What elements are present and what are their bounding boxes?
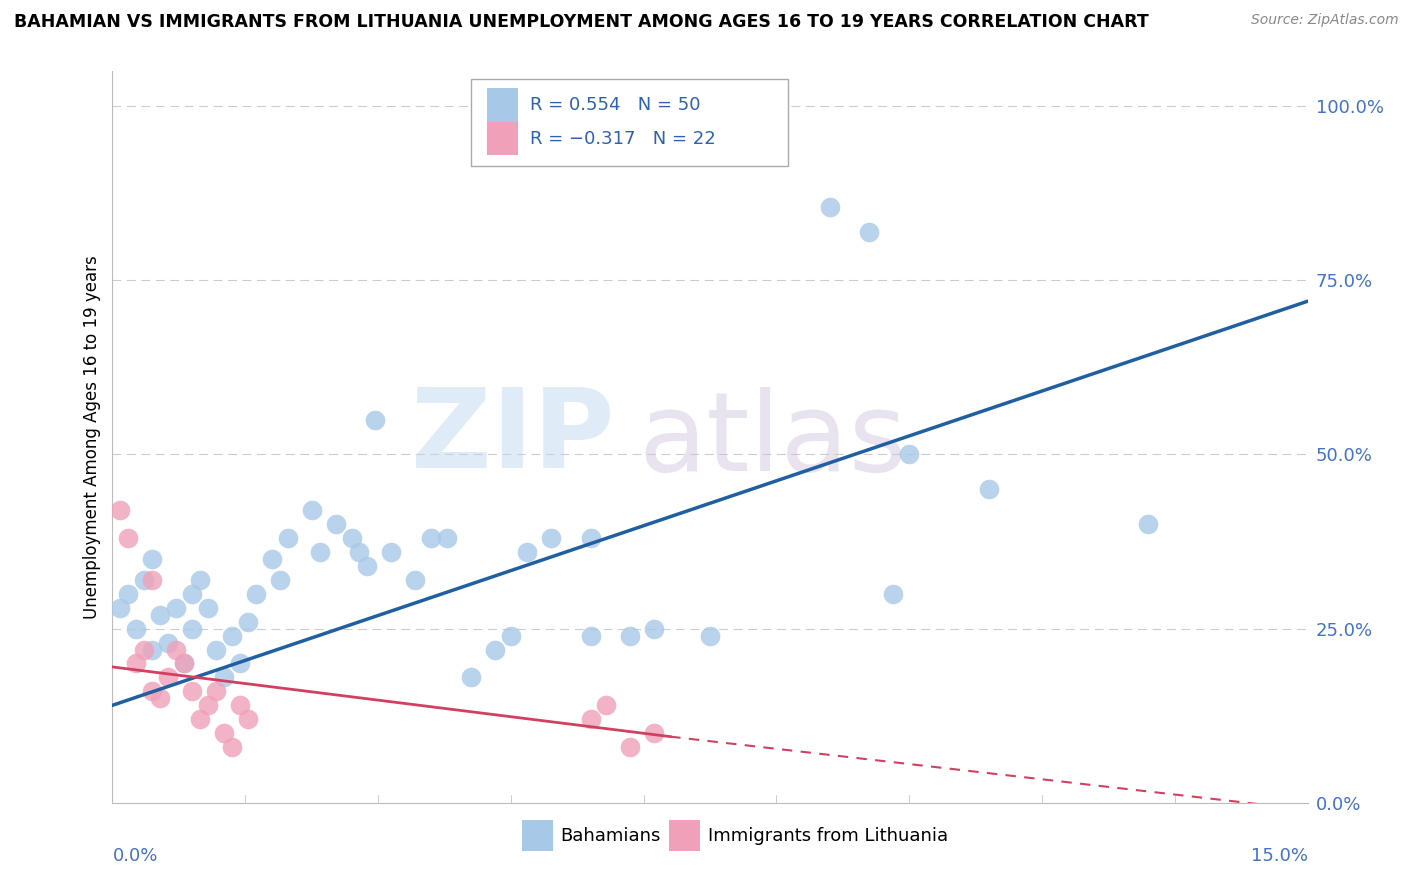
Point [436, 531, 458, 545]
Text: BAHAMIAN VS IMMIGRANTS FROM LITHUANIA UNEMPLOYMENT AMONG AGES 16 TO 19 YEARS COR: BAHAMIAN VS IMMIGRANTS FROM LITHUANIA UN… [14, 13, 1149, 31]
Point [165, 642, 187, 657]
Y-axis label: Unemployment Among Ages 16 to 19 years: Unemployment Among Ages 16 to 19 years [83, 255, 101, 619]
Point [301, 503, 323, 517]
Point [858, 225, 880, 239]
Point [110, 600, 132, 615]
Point [420, 531, 443, 545]
FancyBboxPatch shape [471, 78, 787, 167]
Point [356, 558, 378, 573]
Text: Immigrants from Lithuania: Immigrants from Lithuania [707, 827, 948, 845]
FancyBboxPatch shape [523, 821, 554, 851]
Point [181, 684, 204, 698]
Text: Bahamians: Bahamians [561, 827, 661, 845]
Point [197, 698, 219, 713]
Point [364, 412, 387, 426]
Point [165, 600, 187, 615]
Point [173, 657, 195, 671]
Point [484, 642, 506, 657]
Point [579, 629, 602, 643]
Point [141, 552, 163, 566]
Text: R = 0.554   N = 50: R = 0.554 N = 50 [530, 96, 700, 114]
Point [134, 573, 156, 587]
Point [579, 531, 602, 545]
Point [643, 622, 665, 636]
Point [157, 670, 180, 684]
Point [460, 670, 482, 684]
Point [260, 552, 283, 566]
Point [619, 740, 641, 755]
Point [173, 657, 195, 671]
Point [977, 483, 1000, 497]
FancyBboxPatch shape [486, 122, 517, 155]
Point [236, 712, 259, 726]
Point [157, 635, 180, 649]
Point [117, 587, 139, 601]
Point [699, 629, 721, 643]
Point [149, 607, 172, 622]
Point [380, 545, 402, 559]
Point [221, 629, 243, 643]
Point [308, 545, 330, 559]
Point [898, 448, 921, 462]
Point [141, 642, 163, 657]
Point [245, 587, 267, 601]
Point [141, 684, 163, 698]
Point [188, 712, 211, 726]
Point [125, 657, 148, 671]
Point [149, 691, 172, 706]
FancyBboxPatch shape [486, 88, 517, 122]
Point [325, 517, 347, 532]
Point [181, 622, 204, 636]
Point [277, 531, 299, 545]
Point [205, 642, 228, 657]
Text: Source: ZipAtlas.com: Source: ZipAtlas.com [1251, 13, 1399, 28]
Point [110, 503, 132, 517]
Point [595, 698, 617, 713]
Point [197, 600, 219, 615]
Point [818, 200, 841, 214]
Point [181, 587, 204, 601]
Point [236, 615, 259, 629]
Point [349, 545, 371, 559]
Point [212, 726, 235, 740]
Point [579, 712, 602, 726]
Point [619, 629, 641, 643]
Point [117, 531, 139, 545]
Point [499, 629, 522, 643]
Point [269, 573, 291, 587]
Point [882, 587, 904, 601]
Text: atlas: atlas [638, 387, 907, 494]
Point [643, 726, 665, 740]
FancyBboxPatch shape [669, 821, 700, 851]
Point [404, 573, 426, 587]
Point [221, 740, 243, 755]
Point [1137, 517, 1160, 532]
Text: ZIP: ZIP [411, 384, 614, 491]
Text: 15.0%: 15.0% [1250, 847, 1308, 864]
Point [540, 531, 562, 545]
Point [340, 531, 363, 545]
Point [125, 622, 148, 636]
Point [516, 545, 538, 559]
Text: R = −0.317   N = 22: R = −0.317 N = 22 [530, 129, 716, 148]
Point [141, 573, 163, 587]
Point [229, 657, 252, 671]
Text: 0.0%: 0.0% [112, 847, 157, 864]
Point [229, 698, 252, 713]
Point [188, 573, 211, 587]
Point [134, 642, 156, 657]
Point [212, 670, 235, 684]
Point [205, 684, 228, 698]
